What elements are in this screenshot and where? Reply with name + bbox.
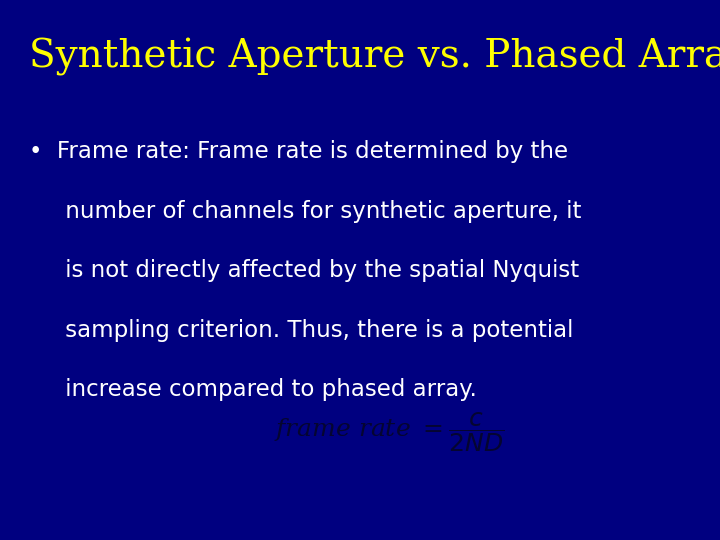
Text: number of channels for synthetic aperture, it: number of channels for synthetic apertur… [29, 200, 581, 223]
Text: •  Frame rate: Frame rate is determined by the: • Frame rate: Frame rate is determined b… [29, 140, 568, 164]
Text: frame rate $= \dfrac{c}{2ND}$: frame rate $= \dfrac{c}{2ND}$ [274, 410, 504, 454]
Text: is not directly affected by the spatial Nyquist: is not directly affected by the spatial … [29, 259, 579, 282]
Text: sampling criterion. Thus, there is a potential: sampling criterion. Thus, there is a pot… [29, 319, 573, 342]
Text: Synthetic Aperture vs. Phased Array: Synthetic Aperture vs. Phased Array [29, 38, 720, 76]
Text: increase compared to phased array.: increase compared to phased array. [29, 378, 477, 401]
